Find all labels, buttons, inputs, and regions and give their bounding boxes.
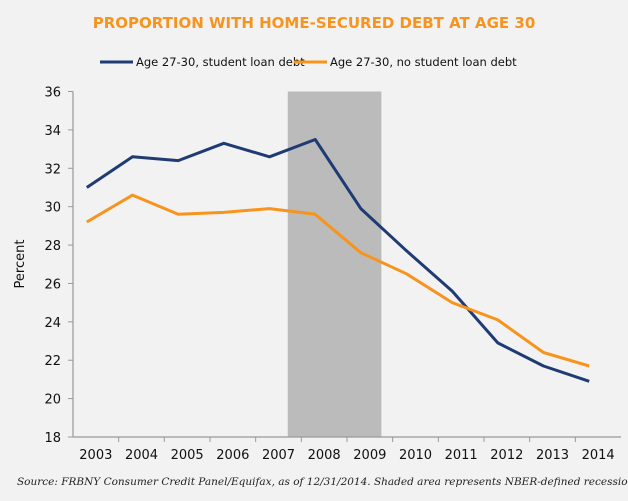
y-tick-label: 34 (44, 124, 61, 139)
x-tick-label: 2007 (262, 448, 295, 463)
y-tick-label: 32 (44, 162, 61, 177)
x-tick-label: 2008 (308, 448, 341, 463)
series-line-2 (86, 193, 590, 368)
x-tick-label: 2012 (490, 448, 523, 463)
y-tick-label: 18 (44, 431, 61, 446)
y-tick-label: 28 (44, 239, 61, 254)
x-tick-label: 2010 (399, 448, 432, 463)
y-tick-label: 24 (44, 316, 61, 331)
series-line-1 (85, 138, 590, 383)
y-tick-label: 30 (44, 201, 61, 216)
y-tick-label: 26 (44, 277, 61, 292)
x-tick-label: 2005 (171, 448, 204, 463)
plot-area: 18 20 22 24 26 28 30 32 34 36 2003 2004 2005 2006 2007… (44, 86, 621, 463)
x-tick-label: 2009 (353, 448, 386, 463)
x-tick-label: 2006 (216, 448, 249, 463)
x-tick-label: 2014 (582, 448, 615, 463)
chart-title: PROPORTION WITH HOME-SECURED DEBT AT AGE… (93, 14, 536, 32)
x-tick-label: 2003 (79, 448, 112, 463)
y-tick-label: 20 (44, 393, 61, 408)
x-tick-label: 2004 (125, 448, 158, 463)
x-tick-label: 2013 (536, 448, 569, 463)
legend-label: Age 27-30, no student loan debt (330, 55, 517, 69)
x-tick-label: 2011 (445, 448, 478, 463)
source-note: Source: FRBNY Consumer Credit Panel/Equi… (17, 476, 628, 488)
y-tick-label: 36 (44, 86, 61, 101)
legend-label: Age 27-30, student loan debt (136, 55, 305, 69)
y-axis-label: Percent (13, 240, 28, 289)
legend: Age 27-30, student loan debt Age 27-30, n… (100, 55, 517, 69)
y-tick-label: 22 (44, 354, 61, 369)
recession-shade (287, 91, 382, 437)
